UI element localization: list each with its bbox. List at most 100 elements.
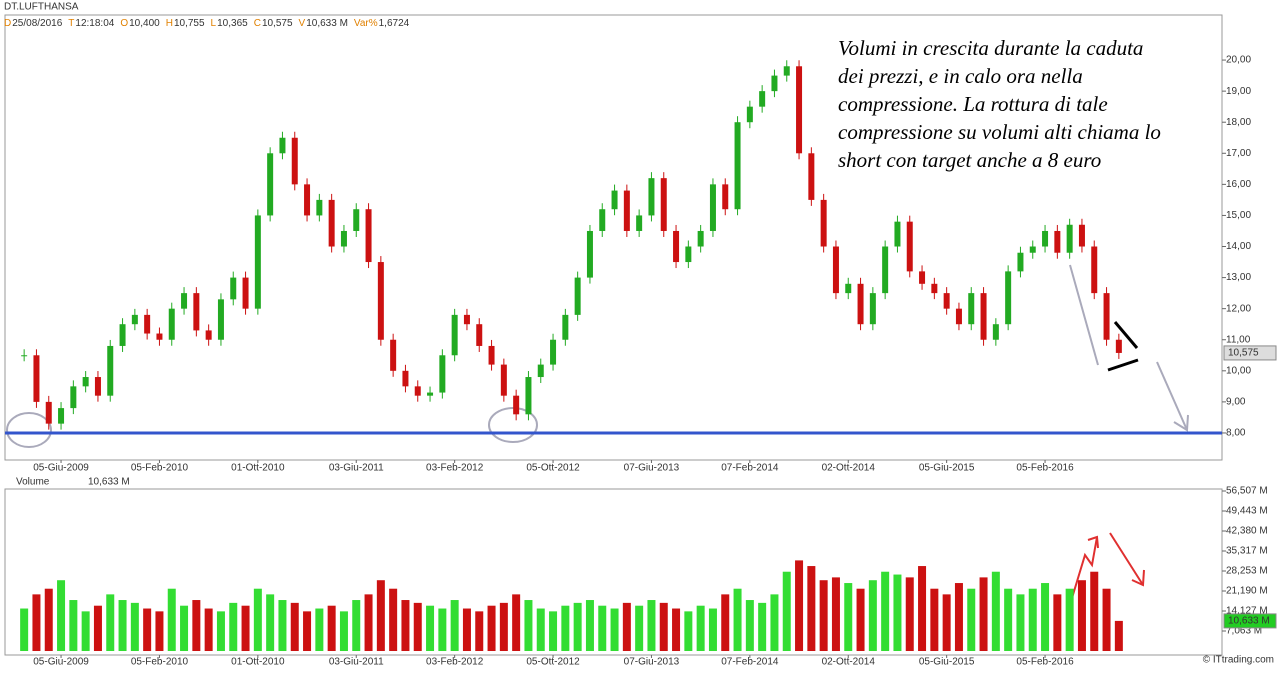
volume-bar [918,566,927,652]
volume-bar [1090,571,1099,652]
volume-bar [1041,583,1050,652]
volume-bar [401,600,410,652]
volume-bar [561,605,570,652]
y-tick-label: 28,253 M [1226,566,1268,577]
candle [193,293,200,331]
volume-bar [585,600,594,652]
field-value: 25/08/2016 [12,18,62,29]
volume-bar [93,605,102,652]
candle [500,364,507,396]
candle [537,364,544,378]
candle [230,277,237,300]
volume-bar [475,611,484,652]
x-tick-label: 03-Feb-2012 [426,657,484,668]
volume-bar [462,608,471,652]
volume-bar [831,577,840,652]
volume-bar [819,580,828,652]
arrow-head [1173,414,1189,432]
x-tick-label: 01-Ott-2010 [231,463,285,474]
volume-bar [20,608,29,652]
candle [734,122,741,210]
candle [562,314,569,340]
volume-arrow [1071,536,1098,599]
volume-bar [450,600,459,652]
volume-bar [438,608,447,652]
x-tick-label: 03-Feb-2012 [426,463,484,474]
volume-bar [795,560,804,652]
candle [882,246,889,294]
volume-bar [180,605,189,652]
candle [931,283,938,294]
candle [58,408,65,424]
candle [1005,271,1012,325]
circle-annotation [6,412,52,448]
volume-value: 10,633 M [88,477,130,488]
candle [783,66,790,76]
candle [156,333,163,340]
header-line: D25/08/2016 T12:18:04 O10,400 H10,755 L10,36… [4,18,410,29]
volume-arrow [1109,532,1144,586]
volume-bar [856,588,865,652]
candle [636,215,643,231]
candle [353,209,360,231]
candle [943,293,950,309]
volume-bar [672,608,681,652]
volume-bar [389,588,398,652]
annotation-line: compressione su volumi alti chiama lo [838,120,1161,144]
candle [992,324,999,340]
volume-bar [573,602,582,652]
volume-bar [536,608,545,652]
candle [722,184,729,210]
volume-bar [758,602,767,652]
y-tick-label: 42,380 M [1226,526,1268,537]
arrow-head [1131,569,1145,587]
candle [107,345,114,396]
y-tick-label: 21,190 M [1226,586,1268,597]
last-value-label: 10,575 [1228,348,1259,359]
volume-bar [290,602,299,652]
x-tick-label: 02-Ott-2014 [822,463,876,474]
volume-bar [69,600,78,652]
candle [623,190,630,231]
y-tick-label: 10,00 [1226,365,1251,376]
field-key: Var% [354,18,378,29]
volume-bar [905,577,914,652]
candle [427,392,434,396]
volume-bar [782,571,791,652]
volume-bar [721,594,730,652]
candle [316,199,323,216]
volume-bar [1004,588,1013,652]
x-tick-label: 05-Ott-2012 [526,657,580,668]
candle [476,324,483,346]
volume-bar [376,580,385,652]
volume-title: Volume [16,477,50,488]
volume-bar [1053,594,1062,652]
x-tick-label: 03-Giu-2011 [329,463,384,474]
candle [771,75,778,92]
volume-bar [241,605,250,652]
volume-bar [229,602,238,652]
field-key: O [120,18,128,29]
annotation-line: dei prezzi, e in calo ora nella [838,64,1083,88]
volume-bar [954,583,963,652]
candle [1103,293,1110,340]
y-tick-label: 15,00 [1226,210,1251,221]
candle [70,386,77,409]
y-tick-label: 17,00 [1226,148,1251,159]
candle [611,190,618,210]
x-tick-label: 03-Giu-2011 [329,657,384,668]
candle [267,153,274,216]
volume-bar [81,611,90,652]
volume-bar [364,594,373,652]
volume-bar [57,580,66,652]
candle [796,66,803,154]
x-tick-label: 05-Feb-2010 [131,657,189,668]
volume-bar [253,588,262,652]
candle [1091,246,1098,294]
triangle-line [1113,321,1139,349]
candle [832,246,839,294]
field-key: D [4,18,11,29]
field-value: 10,755 [174,18,205,29]
volume-bar [204,608,213,652]
